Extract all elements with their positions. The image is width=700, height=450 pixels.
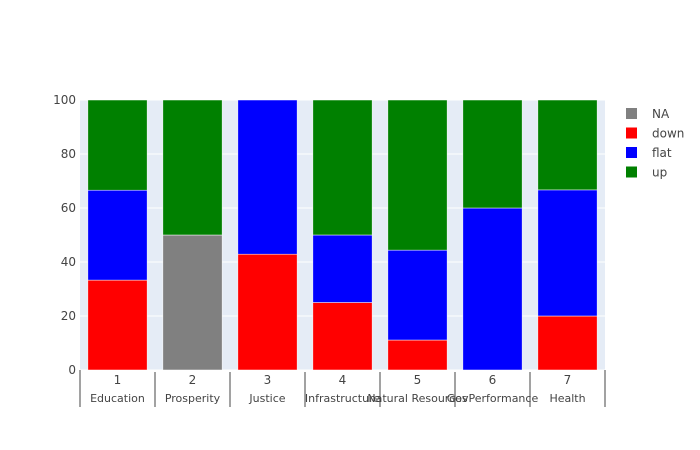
x-category-label: Prosperity: [165, 392, 221, 405]
x-tick-label: 5: [414, 373, 422, 387]
x-category-label: Justice: [248, 392, 285, 405]
y-tick-label: 60: [61, 201, 76, 215]
x-axis: 1 Education 2 Prosperity 3 Justice 4 Infrastruc…: [79, 370, 606, 407]
y-tick-label: 0: [68, 363, 76, 377]
bar-flat-4: [312, 234, 373, 303]
y-tick-label: 80: [61, 147, 76, 161]
legend-label-flat[interactable]: flat: [652, 146, 672, 160]
x-tick-label: 2: [189, 373, 197, 387]
bar-flat-3: [237, 99, 298, 255]
bar-down-1: [87, 279, 148, 371]
bar-up-2: [162, 99, 223, 236]
bar-down-3: [237, 253, 298, 371]
bars: [87, 99, 598, 371]
legend-label-down[interactable]: down: [652, 127, 684, 141]
bar-up-5: [387, 99, 448, 251]
legend-swatch-up[interactable]: [626, 166, 637, 178]
x-tick-label: 6: [489, 373, 497, 387]
x-category-label: GovPerformance: [447, 392, 539, 405]
x-category-label: Education: [90, 392, 145, 405]
y-tick-label: 20: [61, 309, 76, 323]
x-tick-label: 1: [114, 373, 122, 387]
y-axis: 0 20 40 60 80 100: [53, 93, 76, 377]
bar-up-7: [537, 99, 598, 191]
legend-swatch-NA[interactable]: [626, 108, 637, 119]
bar-up-6: [462, 99, 523, 209]
x-category-label: Natural Resources: [367, 392, 468, 405]
x-tick-label: 4: [339, 373, 347, 387]
bar-flat-5: [387, 249, 448, 341]
bar-flat-7: [537, 189, 598, 317]
legend-label-NA[interactable]: NA: [652, 107, 670, 121]
bar-down-5: [387, 339, 448, 371]
bar-up-1: [87, 99, 148, 191]
bar-flat-6: [462, 207, 523, 371]
legend-label-up[interactable]: up: [652, 166, 667, 180]
bar-down-4: [312, 302, 373, 371]
x-tick-label: 7: [564, 373, 572, 387]
legend-swatch-flat[interactable]: [626, 147, 637, 158]
bar-down-7: [537, 315, 598, 371]
x-category-label: Health: [549, 392, 585, 405]
bar-flat-1: [87, 189, 148, 281]
bar-up-4: [312, 99, 373, 236]
y-tick-label: 100: [53, 93, 76, 107]
x-tick-label: 3: [264, 373, 272, 387]
bar-NA-2: [162, 234, 223, 371]
legend-swatch-down[interactable]: [626, 127, 637, 139]
y-tick-label: 40: [61, 255, 76, 269]
legend[interactable]: NA down flat up: [626, 107, 684, 180]
x-category-label: Infrastructure: [305, 392, 381, 405]
